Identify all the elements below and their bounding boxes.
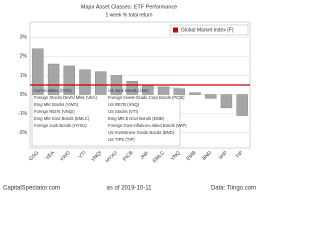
y-tick-label: -1% [18,111,27,117]
bar [157,86,170,95]
x-tick-label: TIP [235,150,245,160]
x-tick-label: VEA [45,150,57,162]
legend-box [169,24,249,36]
footer-left: CapitalSpectator.com [3,186,60,192]
x-tick-label: VTI [78,150,88,160]
key-entry: Foreign Stocks Devl'd Mkts (VEA) [34,95,98,100]
legend-label: Global Market Index (F) [181,27,234,33]
bar [236,94,248,116]
y-tick-label: 2% [20,54,28,60]
bar [95,71,107,95]
key-entry: Commodities (GSG) [34,88,72,93]
key-entry: Foreign REITs (VNQI) [34,109,75,114]
key-entry: Emg Mkt Stocks (VWO) [34,102,79,107]
key-entry: US Investment Grade Bonds (BND) [108,130,175,135]
x-tick-label: BND [201,150,213,162]
key-entry: US REITs (VNQ) [108,102,140,107]
bar [63,65,75,95]
chart-title: Major Asset Classes: ETF Performance [81,4,177,10]
key-entry: Emg Mkt Govt Bonds (EMLC) [34,116,90,121]
bar [205,94,217,99]
y-tick-label: 3% [20,35,28,41]
x-tick-label: GSG [28,150,40,162]
key-entry: Foreign Junk Bonds (HYXU) [34,123,87,128]
bar [126,80,138,95]
x-tick-label: EMLC [152,150,166,164]
chart: Major Asset Classes: ETF Performance 1 w… [3,4,256,192]
x-tick-label: VWO [59,150,72,163]
key-box [31,87,181,147]
x-tick-label: JNK [139,150,150,161]
key-entry: Foreign Govt Inflation-Linked Bonds (WIP… [108,123,187,128]
y-tick-label: -2% [18,130,27,136]
bar [47,63,60,95]
footer-center: as of 2019-10-11 [107,186,153,192]
y-tick-label: 1% [20,73,28,79]
bar [79,69,91,95]
key-entry: Emg Mkt $ Govt Bonds (EMB) [108,116,165,121]
footer-right: Data: Tiingo.com [211,186,256,192]
bar [32,48,44,95]
bar [189,92,201,95]
bar [220,94,233,109]
key-entry: US Junk Bonds (JNK) [108,88,149,93]
key-entry: Foreign Invest-Grade Corp Bonds (PICB) [108,95,185,100]
x-tick-label: PICB [122,150,135,163]
x-tick-label: EMB [185,150,197,162]
x-tick-label: VNQ [170,150,182,162]
chart-subtitle: 1 week % total return [106,12,153,18]
legend-swatch [173,27,178,33]
x-tick-label: HYXU [105,150,119,164]
x-tick-label: VNQI [90,150,103,163]
key-entry: US TIPS (TIP) [108,137,135,142]
y-tick-label: 0% [20,92,28,98]
key-entry: US Stocks (VTI) [108,109,139,114]
x-tick-label: WIP [218,150,229,161]
bar [173,88,185,95]
